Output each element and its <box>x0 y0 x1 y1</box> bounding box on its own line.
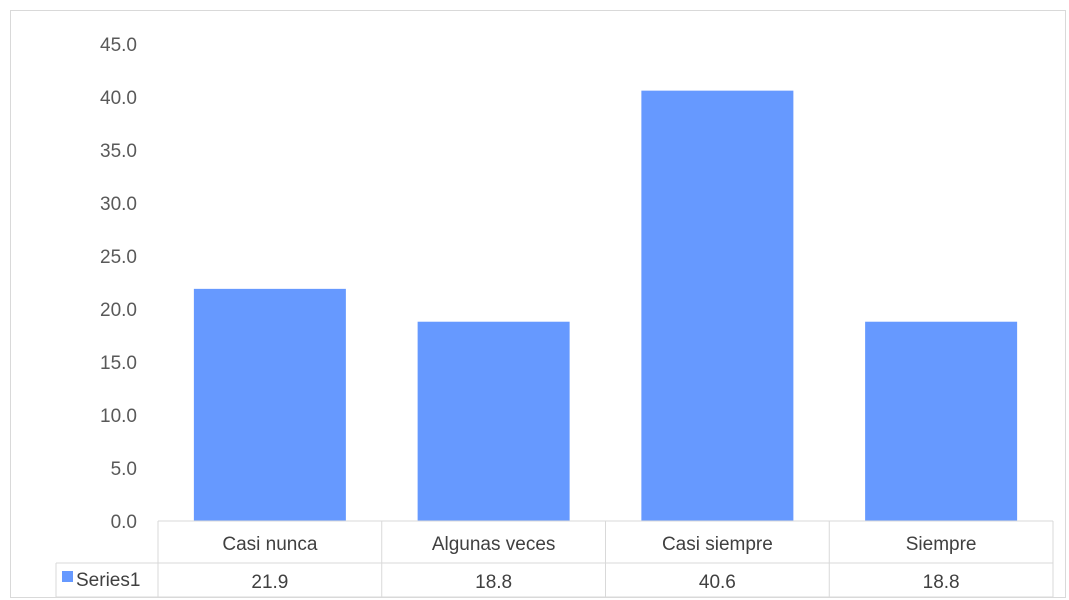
value-label: 18.8 <box>475 572 512 593</box>
bar <box>865 321 1018 521</box>
y-tick-label: 35.0 <box>100 141 137 162</box>
data-table: Casi nunca Algunas veces Casi siempre Siemp… <box>55 520 1054 598</box>
value-label: 40.6 <box>699 572 736 593</box>
y-tick-label: 25.0 <box>100 247 137 268</box>
bar <box>417 321 570 521</box>
y-tick-label: 30.0 <box>100 194 137 215</box>
category-label: Casi siempre <box>662 534 773 555</box>
category-label: Siempre <box>906 534 977 555</box>
value-label: 21.9 <box>251 572 288 593</box>
y-axis-labels: 0.0 5.0 10.0 15.0 20.0 25.0 30.0 35.0 40.0 45.0 <box>100 35 137 533</box>
y-tick-label: 20.0 <box>100 300 137 321</box>
legend-key <box>62 571 73 582</box>
category-label: Algunas veces <box>432 534 556 555</box>
series-name: Series1 <box>76 570 140 591</box>
bars <box>193 90 1018 521</box>
y-tick-label: 5.0 <box>111 459 137 480</box>
value-label: 18.8 <box>923 572 960 593</box>
y-tick-label: 45.0 <box>100 35 137 56</box>
bar <box>193 288 346 521</box>
y-tick-label: 10.0 <box>100 406 137 427</box>
y-tick-label: 0.0 <box>111 512 137 533</box>
y-tick-label: 15.0 <box>100 353 137 374</box>
category-label: Casi nunca <box>222 534 317 555</box>
bar <box>641 90 794 521</box>
y-tick-label: 40.0 <box>100 88 137 109</box>
